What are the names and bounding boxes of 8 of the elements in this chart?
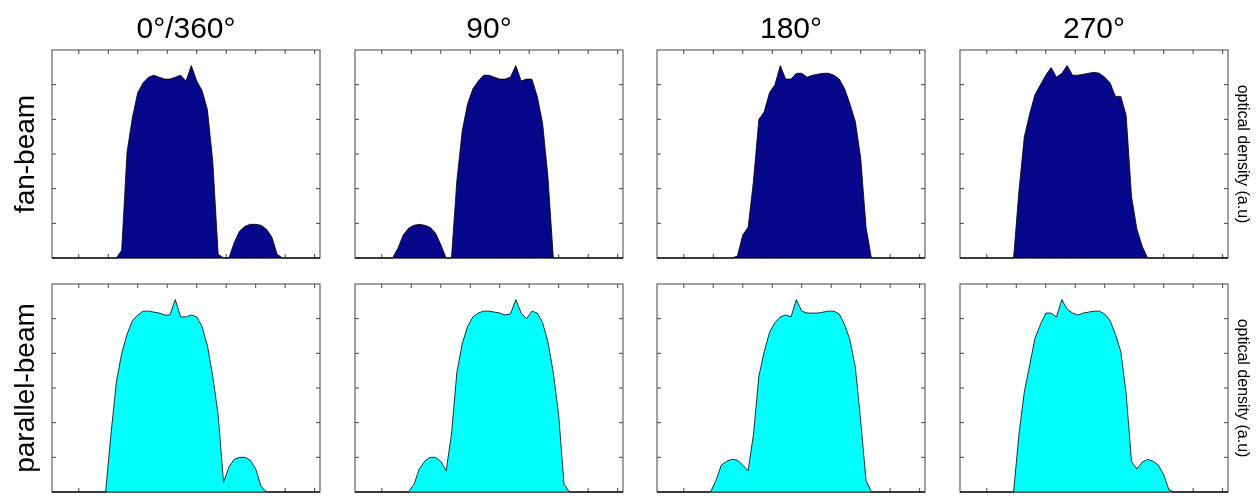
chart-title: 0°/360°: [136, 11, 236, 44]
y-axis-title: parallel-beam: [9, 303, 40, 473]
chart-title: 270°: [1062, 11, 1126, 44]
chart-title: 90°: [466, 11, 512, 44]
y2-axis-title: optical density (a.u): [1235, 318, 1252, 458]
y-axis-title: fan-beam: [9, 94, 40, 214]
y2-axis-title: optical density (a.u): [1235, 84, 1252, 224]
chart-title: 180°: [759, 11, 823, 44]
